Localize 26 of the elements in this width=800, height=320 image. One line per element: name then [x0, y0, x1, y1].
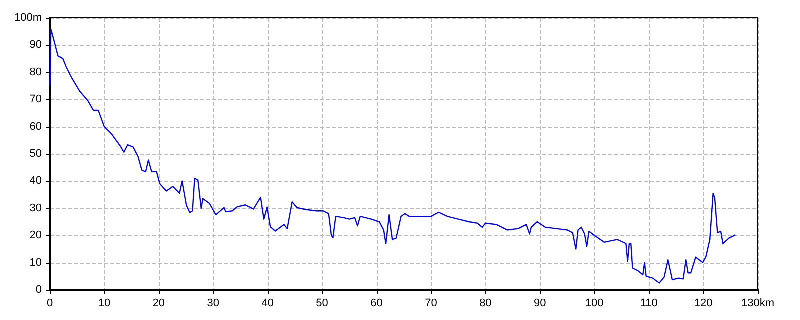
x-tick-label: 30 — [207, 298, 220, 310]
y-tick-label: 40 — [30, 175, 42, 188]
y-tick-label: 100m — [14, 12, 42, 24]
y-tick-label: 20 — [30, 230, 42, 242]
y-tick-label: 0 — [36, 284, 42, 296]
x-tick-label: 100 — [585, 298, 604, 310]
x-tick-label: 0 — [46, 298, 54, 310]
x-tick-label: 120 — [694, 298, 713, 310]
y-tick-label: 70 — [30, 94, 42, 106]
x-tick-label: 10 — [98, 298, 111, 310]
x-tick-label: 110 — [640, 298, 658, 310]
x-tick-label: 80 — [480, 298, 492, 310]
x-tick-label: 70 — [425, 298, 438, 310]
x-tick-label: 50 — [316, 298, 328, 310]
y-tick-label: 90 — [30, 39, 42, 52]
x-tick-label: 20 — [152, 298, 166, 310]
y-tick-label: 50 — [30, 148, 42, 160]
x-tick-label: 60 — [370, 298, 383, 310]
x-tick-label: 130km — [741, 298, 775, 310]
y-tick-label: 60 — [30, 120, 42, 133]
x-tick-label: 90 — [534, 298, 546, 310]
line-series — [49, 28, 736, 284]
y-tick-label: 10 — [30, 256, 42, 269]
y-tick-label: 80 — [30, 66, 42, 78]
x-tick-label: 40 — [262, 298, 274, 310]
y-tick-label: 30 — [30, 202, 42, 214]
